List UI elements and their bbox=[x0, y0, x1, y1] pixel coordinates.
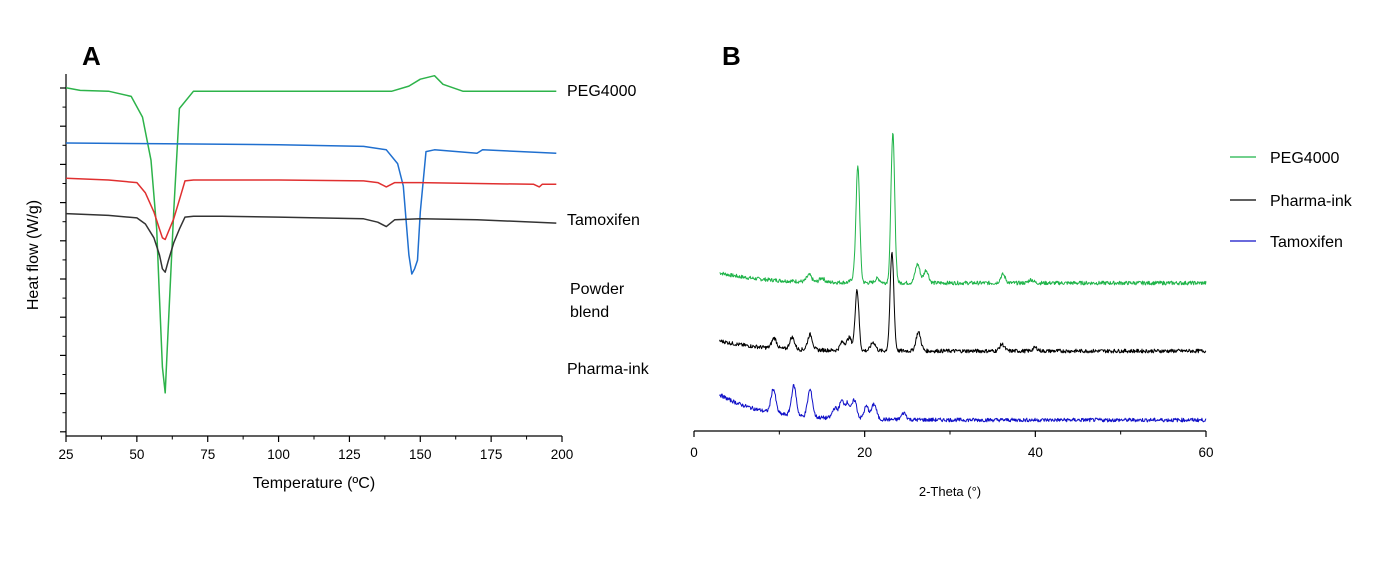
dsc-line-powder-blend bbox=[65, 177, 557, 241]
xrd-line-pharma-ink bbox=[719, 251, 1207, 354]
dsc-x-tick-label: 175 bbox=[480, 447, 503, 462]
dsc-label-powder-blend-line2: blend bbox=[570, 304, 609, 321]
xrd-legend: PEG4000 Pharma-ink Tamoxifen bbox=[1230, 150, 1353, 251]
panel-b-letter: B bbox=[722, 41, 741, 71]
dsc-label-peg4000: PEG4000 bbox=[567, 83, 636, 100]
dsc-line-tamoxifen bbox=[65, 142, 557, 275]
xrd-legend-label: Pharma-ink bbox=[1270, 193, 1353, 210]
dsc-line-pharma-ink bbox=[65, 212, 557, 273]
xrd-line-peg4000 bbox=[719, 132, 1207, 286]
dsc-x-tick-label: 50 bbox=[129, 447, 144, 462]
xrd-x-tick-label: 60 bbox=[1198, 445, 1213, 460]
xrd-legend-label: Tamoxifen bbox=[1270, 234, 1343, 251]
xrd-x-axis-title: 2-Theta (°) bbox=[919, 484, 981, 499]
dsc-x-ticks: 25 50 75 100 125 150 175 200 bbox=[58, 436, 573, 462]
dsc-x-axis-title: Temperature (ºC) bbox=[253, 475, 375, 492]
xrd-line-tamoxifen bbox=[719, 384, 1207, 423]
xrd-x-tick-label: 20 bbox=[857, 445, 872, 460]
dsc-series bbox=[65, 74, 557, 394]
dsc-x-tick-label: 200 bbox=[551, 447, 574, 462]
xrd-chart: 0 20 40 60 2-Theta (°) PEG4000 Pharma-ink Tam… bbox=[690, 132, 1353, 499]
xrd-x-tick-label: 40 bbox=[1028, 445, 1043, 460]
dsc-x-tick-label: 125 bbox=[338, 447, 361, 462]
xrd-x-tick-label: 0 bbox=[690, 445, 698, 460]
xrd-x-ticks: 0 20 40 60 bbox=[690, 431, 1214, 460]
dsc-x-tick-label: 150 bbox=[409, 447, 432, 462]
dsc-label-pharma-ink: Pharma-ink bbox=[567, 361, 650, 378]
dsc-line-peg4000 bbox=[65, 74, 557, 394]
dsc-label-powder-blend-line1: Powder bbox=[570, 281, 625, 298]
xrd-series bbox=[719, 132, 1207, 423]
panel-a-letter: A bbox=[82, 41, 101, 71]
dsc-x-tick-label: 75 bbox=[200, 447, 215, 462]
dsc-chart: 25 50 75 100 125 150 175 200 Temperature (ºC) H… bbox=[25, 74, 650, 492]
dsc-x-tick-label: 25 bbox=[58, 447, 73, 462]
dsc-y-ticks bbox=[60, 87, 66, 433]
dsc-label-tamoxifen: Tamoxifen bbox=[567, 212, 640, 229]
dsc-y-axis-title: Heat flow (W/g) bbox=[25, 200, 42, 310]
dsc-x-tick-label: 100 bbox=[267, 447, 290, 462]
xrd-legend-label: PEG4000 bbox=[1270, 150, 1339, 167]
